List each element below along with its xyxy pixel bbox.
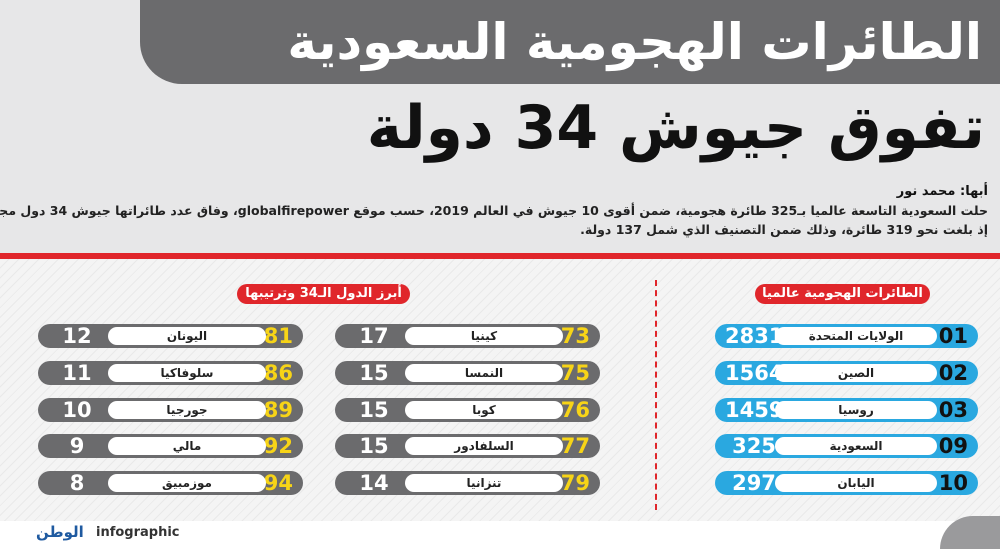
- country-name: تنزانيا: [405, 474, 563, 492]
- list-row: 81 اليونان 12: [38, 324, 303, 348]
- country-name: جورجيا: [108, 401, 266, 419]
- country-name: اليونان: [108, 327, 266, 345]
- rank: 75: [560, 361, 590, 385]
- footer: [0, 521, 1000, 549]
- count: 15: [359, 434, 389, 458]
- country-name: السلفادور: [405, 437, 563, 455]
- country-name: النمسا: [405, 364, 563, 382]
- list-row: 92 مالي 9: [38, 434, 303, 458]
- rank: 76: [560, 398, 590, 422]
- count: 2831: [725, 324, 784, 348]
- rank: 77: [560, 434, 590, 458]
- country-name: موزمبيق: [108, 474, 266, 492]
- separator: [0, 253, 1000, 259]
- count: 11: [62, 361, 92, 385]
- list-row: 94 موزمبيق 8: [38, 471, 303, 495]
- list-row: 77 السلفادور 15: [335, 434, 600, 458]
- title-bar: [140, 0, 1000, 84]
- count: 10: [62, 398, 92, 422]
- list-row: 09 السعودية 325: [715, 434, 978, 458]
- country-name: الولايات المتحدة: [775, 327, 937, 345]
- list-row: 79 تنزانيا 14: [335, 471, 600, 495]
- list-row: 75 النمسا 15: [335, 361, 600, 385]
- count: 15: [359, 361, 389, 385]
- country-name: كوبا: [405, 401, 563, 419]
- rank: 01: [938, 324, 968, 348]
- count: 14: [359, 471, 389, 495]
- list-row: 01 الولايات المتحدة 2831: [715, 324, 978, 348]
- count: 12: [62, 324, 92, 348]
- rank: 89: [263, 398, 293, 422]
- subtitle: تفوق جيوش 34 دولة: [366, 93, 985, 163]
- list-row: 86 سلوفاكيا 11: [38, 361, 303, 385]
- country-name: السعودية: [775, 437, 937, 455]
- rank: 86: [263, 361, 293, 385]
- byline: أبها: محمد نور: [896, 184, 988, 199]
- count: 325: [732, 434, 776, 458]
- count: 15: [359, 398, 389, 422]
- paragraph-line: إذ بلغت نحو 319 طائرة، وذلك ضمن التصنيف …: [580, 222, 988, 237]
- rank: 10: [938, 471, 968, 495]
- section-title: الطائرات الهجومية عالميا: [755, 284, 930, 304]
- footer-label: infographic: [96, 525, 180, 540]
- title: الطائرات الهجومية السعودية: [287, 13, 982, 71]
- paragraph-line: حلت السعودية التاسعة عالميا بـ325 طائرة …: [0, 203, 988, 218]
- rank: 02: [938, 361, 968, 385]
- rank: 92: [263, 434, 293, 458]
- list-row: 73 كينيا 17: [335, 324, 600, 348]
- logo: الوطن: [36, 523, 84, 541]
- rank: 81: [263, 324, 293, 348]
- divider: [655, 280, 657, 510]
- list-row: 02 الصين 1564: [715, 361, 978, 385]
- rank: 79: [560, 471, 590, 495]
- list-row: 03 روسيا 1459: [715, 398, 978, 422]
- country-name: كينيا: [405, 327, 563, 345]
- count: 297: [732, 471, 776, 495]
- rank: 03: [938, 398, 968, 422]
- rank: 09: [938, 434, 968, 458]
- count: 9: [69, 434, 85, 458]
- rank: 94: [263, 471, 293, 495]
- country-name: روسيا: [775, 401, 937, 419]
- section-title: أبرز الدول الـ34 وترتيبها: [237, 284, 410, 304]
- list-row: 89 جورجيا 10: [38, 398, 303, 422]
- count: 8: [69, 471, 85, 495]
- country-name: الصين: [775, 364, 937, 382]
- rank: 73: [560, 324, 590, 348]
- list-row: 76 كوبا 15: [335, 398, 600, 422]
- country-name: مالي: [108, 437, 266, 455]
- count: 1459: [725, 398, 784, 422]
- list-row: 10 اليابان 297: [715, 471, 978, 495]
- count: 1564: [725, 361, 784, 385]
- country-name: سلوفاكيا: [108, 364, 266, 382]
- count: 17: [359, 324, 389, 348]
- country-name: اليابان: [775, 474, 937, 492]
